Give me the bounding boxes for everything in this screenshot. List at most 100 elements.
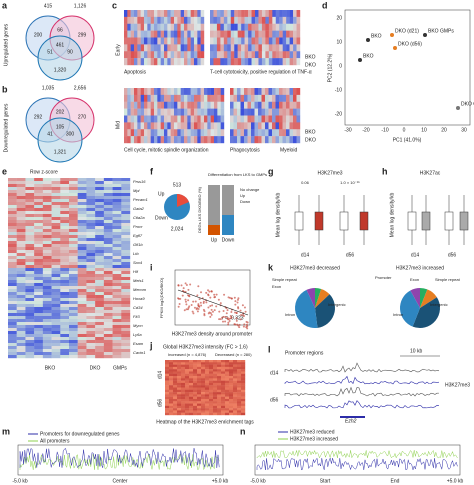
heat-cell [177,378,182,381]
heat-cell [177,136,181,144]
heat-cell [95,178,105,182]
heat-cell [189,373,194,377]
heat-cell [69,355,78,359]
heat-cell [197,394,202,397]
heat-cell [251,16,256,24]
point [456,106,460,110]
heat-cell [34,265,44,269]
x-tick-label: -10 [381,127,388,133]
heat-cell [229,408,234,411]
heat-cell [234,37,238,45]
heat-cell [34,355,44,359]
heat-cell [16,193,26,197]
heat-cell [51,232,61,236]
point [237,306,240,309]
heat-cell [134,51,138,59]
heat-cell [184,10,188,18]
heat-cell [34,280,44,284]
heat-cell [112,256,122,260]
panel-label: m [2,426,10,436]
heat-cell [60,253,70,257]
heat-cell [240,129,245,137]
heat-cell [169,410,174,413]
heat-cell [213,389,218,393]
heat-cell [167,10,171,18]
heat-cell [240,136,245,144]
heat-cell [77,226,87,230]
heat-cell [289,88,294,96]
heat-cell [25,322,35,326]
heat-cell [77,340,87,344]
heat-cell [86,190,96,194]
heat-cell [229,380,234,384]
heat-cell [42,331,52,335]
point [219,318,222,321]
heat-cell [51,193,61,197]
heat-cell [225,394,230,397]
heat-cell [170,108,175,116]
heat-cell [237,30,242,38]
heat-cell [137,58,141,66]
heat-cell [127,30,131,38]
heat-cell [289,44,294,52]
heat-cell [233,392,238,395]
heat-cell [220,101,225,109]
heat-cell [237,122,241,130]
heat-cell [25,244,35,248]
heat-cell [77,352,87,356]
heat-cell [77,289,87,293]
heat-cell [185,403,190,407]
heat-cell [233,378,238,381]
heat-cell [144,101,148,109]
heat-cell [86,283,96,287]
heat-cell [221,382,226,386]
heat-cell [229,385,234,388]
heat-cell [60,319,70,323]
heat-cell [248,58,252,66]
point [211,304,214,307]
heat-cell [134,136,138,144]
heat-cell [289,115,294,123]
point [207,289,210,292]
heat-cell [194,58,198,66]
heat-cell [95,193,105,197]
heat-cell [154,30,158,38]
heat-cell [241,412,246,416]
heat-cell [77,229,87,233]
point [207,306,210,309]
heat-cell [268,23,273,31]
heat-cell [177,387,182,390]
heat-cell [225,369,230,372]
heat-cell [16,355,26,359]
heat-cell [240,88,245,96]
heat-cell [289,136,294,144]
heat-cell [217,398,222,402]
heat-cell [272,94,276,102]
heat-cell [165,378,170,381]
heat-cell [95,307,105,311]
group: BKO [305,129,316,135]
heat-cell [205,396,210,400]
heat-cell [165,405,170,409]
heat-cell [34,304,44,308]
heat-cell [197,362,202,365]
heat-cell [233,364,238,368]
heat-cell [197,387,202,390]
heat-cell [296,58,301,66]
heat-cell [216,10,221,18]
heat-cell [95,262,105,266]
point [234,300,237,303]
heat-cell [184,23,188,31]
heat-cell [210,51,214,59]
heat-cell [112,337,122,341]
heat-cell [180,136,185,144]
heat-cell [130,51,135,59]
heat-cell [221,392,226,395]
heat-cell [121,220,131,224]
heat-cell [147,23,151,31]
point [224,316,227,319]
x-label: -5.0 kb [250,478,266,484]
heat-cell [296,10,301,18]
heat-cell [275,44,280,52]
heat-cell [221,369,226,372]
